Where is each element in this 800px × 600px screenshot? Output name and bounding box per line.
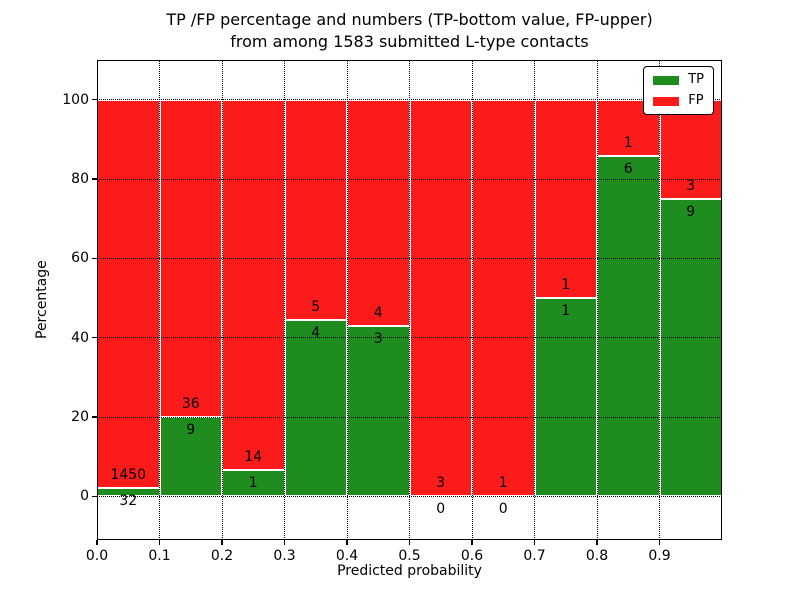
x-tick-mark xyxy=(471,540,473,545)
bar-fp-segment xyxy=(347,99,410,327)
legend-entry-fp: FP xyxy=(653,94,704,108)
bar-count-label-tp: 1 xyxy=(561,303,571,320)
y-tick-label: 20 xyxy=(71,409,89,426)
y-tick-mark xyxy=(92,336,97,339)
bar-count-label-tp: 0 xyxy=(498,501,508,518)
gridline-vertical xyxy=(346,60,348,540)
y-tick-label: 100 xyxy=(62,91,89,108)
y-tick-mark xyxy=(92,98,97,101)
bar-tp-segment xyxy=(347,326,410,497)
bar-count-label-tp: 9 xyxy=(186,422,196,439)
x-tick-mark xyxy=(346,540,348,545)
bar-count-label-fp: 1 xyxy=(561,277,571,294)
gridline-vertical xyxy=(471,60,473,540)
x-tick-mark xyxy=(408,540,411,545)
x-tick-mark xyxy=(158,540,161,545)
bar-count-label-fp: 3 xyxy=(436,475,446,492)
bar-count-label-fp: 4 xyxy=(373,305,383,322)
y-tick-label: 40 xyxy=(71,329,89,346)
bar-fp-segment xyxy=(97,99,160,488)
y-tick-label: 80 xyxy=(71,171,89,187)
x-tick-mark xyxy=(221,540,223,545)
legend-label-fp: FP xyxy=(688,93,704,108)
gridline-vertical xyxy=(659,60,660,540)
x-tick-mark xyxy=(658,540,661,545)
chart-title-line1: TP /FP percentage and numbers (TP-bottom… xyxy=(166,10,653,29)
y-axis-label: Percentage xyxy=(34,260,50,340)
y-tick-mark xyxy=(92,416,97,418)
bar-tp-segment xyxy=(534,298,597,497)
bar-count-label-tp: 32 xyxy=(119,492,138,509)
x-tick-label: 0.7 xyxy=(523,548,546,564)
bar-count-label-tp: 9 xyxy=(686,203,696,220)
x-tick-mark xyxy=(283,540,286,545)
bar-count-label-fp: 1 xyxy=(498,475,508,492)
x-tick-mark xyxy=(533,540,536,545)
x-tick-label: 0.9 xyxy=(648,548,671,564)
x-tick-label: 0.1 xyxy=(148,548,171,564)
bar-tp-segment xyxy=(284,320,347,497)
gridline-vertical xyxy=(284,60,285,540)
bar-count-label-tp: 0 xyxy=(436,501,446,518)
bar-count-label-tp: 4 xyxy=(311,325,321,342)
chart-title: TP /FP percentage and numbers (TP-bottom… xyxy=(97,9,722,53)
x-tick-label: 0.6 xyxy=(460,548,484,564)
legend-swatch-tp xyxy=(653,75,680,85)
gridline-vertical xyxy=(409,60,410,540)
bar-fp-segment xyxy=(472,99,535,497)
x-axis-label: Predicted probability xyxy=(337,563,482,579)
bar-tp-segment xyxy=(659,198,722,497)
bar-tp-segment xyxy=(597,156,660,497)
bar-tp-segment xyxy=(222,469,285,497)
y-tick-label: 0 xyxy=(80,488,89,505)
bar-fp-segment xyxy=(409,99,472,497)
chart-title-line2: from among 1583 submitted L-type contact… xyxy=(230,32,589,51)
bar-fp-segment xyxy=(534,99,597,298)
bar-count-label-fp: 36 xyxy=(181,396,200,413)
x-tick-label: 0.5 xyxy=(398,548,421,564)
x-tick-label: 0.0 xyxy=(85,548,109,564)
gridline-vertical xyxy=(596,60,598,540)
x-tick-mark xyxy=(596,540,598,545)
bar-fp-segment xyxy=(222,99,285,470)
bar-count-label-fp: 1450 xyxy=(110,466,147,483)
gridline-vertical xyxy=(159,60,160,540)
y-tick-mark xyxy=(92,178,97,180)
x-tick-mark xyxy=(96,540,98,545)
legend-entry-tp: TP xyxy=(653,73,704,87)
y-tick-label: 60 xyxy=(71,250,89,267)
bar-count-label-fp: 3 xyxy=(686,177,696,194)
legend-label-tp: TP xyxy=(688,72,704,87)
plot-area: 1450 32 36 9 14 1 5 4 4 3 3 0 1 0 1 1 1 6 3 9 0 20 40 60 80 100 0.… xyxy=(62,60,722,564)
bar-fp-segment xyxy=(284,99,347,321)
bar-tp-segment xyxy=(159,417,222,497)
x-tick-label: 0.4 xyxy=(335,548,359,564)
bar-count-label-tp: 3 xyxy=(373,331,383,348)
bar-count-label-tp: 1 xyxy=(248,474,258,491)
y-tick-mark xyxy=(92,495,97,498)
bar-count-label-tp: 6 xyxy=(623,161,633,178)
legend: TP FP xyxy=(643,66,714,115)
legend-swatch-fp xyxy=(653,96,680,106)
gridline-vertical xyxy=(534,60,535,540)
bar-count-label-fp: 14 xyxy=(244,448,263,465)
x-tick-label: 0.3 xyxy=(273,548,296,564)
x-tick-label: 0.8 xyxy=(585,548,609,564)
bar-count-label-fp: 5 xyxy=(311,299,321,316)
bar-count-label-fp: 1 xyxy=(623,135,633,152)
gridline-vertical xyxy=(221,60,223,540)
y-tick-mark xyxy=(92,257,97,260)
x-tick-label: 0.2 xyxy=(210,548,234,564)
